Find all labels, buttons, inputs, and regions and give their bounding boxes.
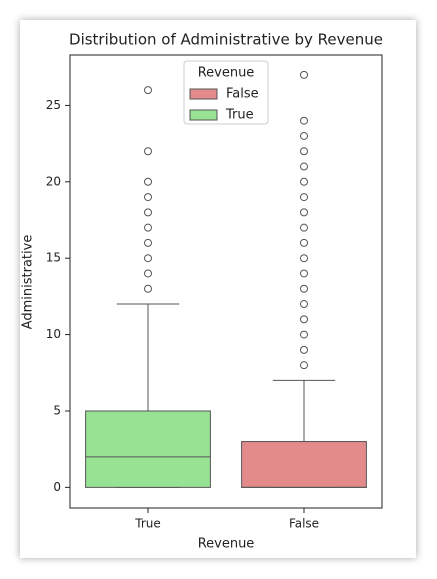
- outlier: [300, 223, 308, 232]
- outlier: [300, 147, 308, 156]
- legend-title: Revenue: [198, 66, 255, 81]
- outlier: [300, 330, 308, 339]
- outlier: [300, 315, 308, 324]
- legend-label: False: [226, 87, 259, 102]
- y-tick-label: 25: [46, 98, 61, 112]
- x-axis-label: Revenue: [198, 537, 255, 552]
- outlier: [300, 361, 308, 370]
- outlier: [144, 86, 152, 95]
- outlier: [144, 147, 152, 156]
- outlier: [144, 238, 152, 247]
- box: [85, 410, 211, 488]
- outlier: [144, 284, 152, 293]
- outlier: [300, 131, 308, 140]
- legend-box: [183, 60, 269, 125]
- y-tick-label: 20: [46, 174, 61, 188]
- plot-frame: [69, 54, 383, 509]
- y-tick-label: 5: [53, 403, 61, 417]
- outlier: [300, 70, 308, 79]
- x-tick-label: True: [134, 517, 161, 531]
- y-tick-label: 0: [53, 480, 61, 494]
- outlier: [144, 208, 152, 217]
- legend-swatch: [189, 88, 218, 100]
- outlier: [144, 193, 152, 202]
- outlier: [144, 254, 152, 263]
- outlier: [144, 223, 152, 232]
- outlier: [300, 300, 308, 309]
- y-tick-label: 10: [46, 327, 61, 341]
- outlier: [300, 284, 308, 293]
- chart-title: Distribution of Administrative by Revenu…: [69, 31, 383, 49]
- outlier: [144, 269, 152, 278]
- box: [241, 441, 367, 488]
- y-axis-label: Administrative: [21, 235, 36, 330]
- outlier: [300, 208, 308, 217]
- y-tick-label: 15: [46, 251, 61, 265]
- outlier: [300, 193, 308, 202]
- legend-label: True: [225, 108, 254, 123]
- outlier: [300, 116, 308, 125]
- x-tick-label: False: [289, 517, 319, 531]
- outlier: [144, 177, 152, 186]
- outlier: [300, 162, 308, 171]
- outlier: [300, 269, 308, 278]
- outlier: [300, 177, 308, 186]
- legend-swatch: [189, 109, 218, 121]
- outlier: [300, 238, 308, 247]
- outlier: [300, 254, 308, 263]
- outlier: [300, 345, 308, 354]
